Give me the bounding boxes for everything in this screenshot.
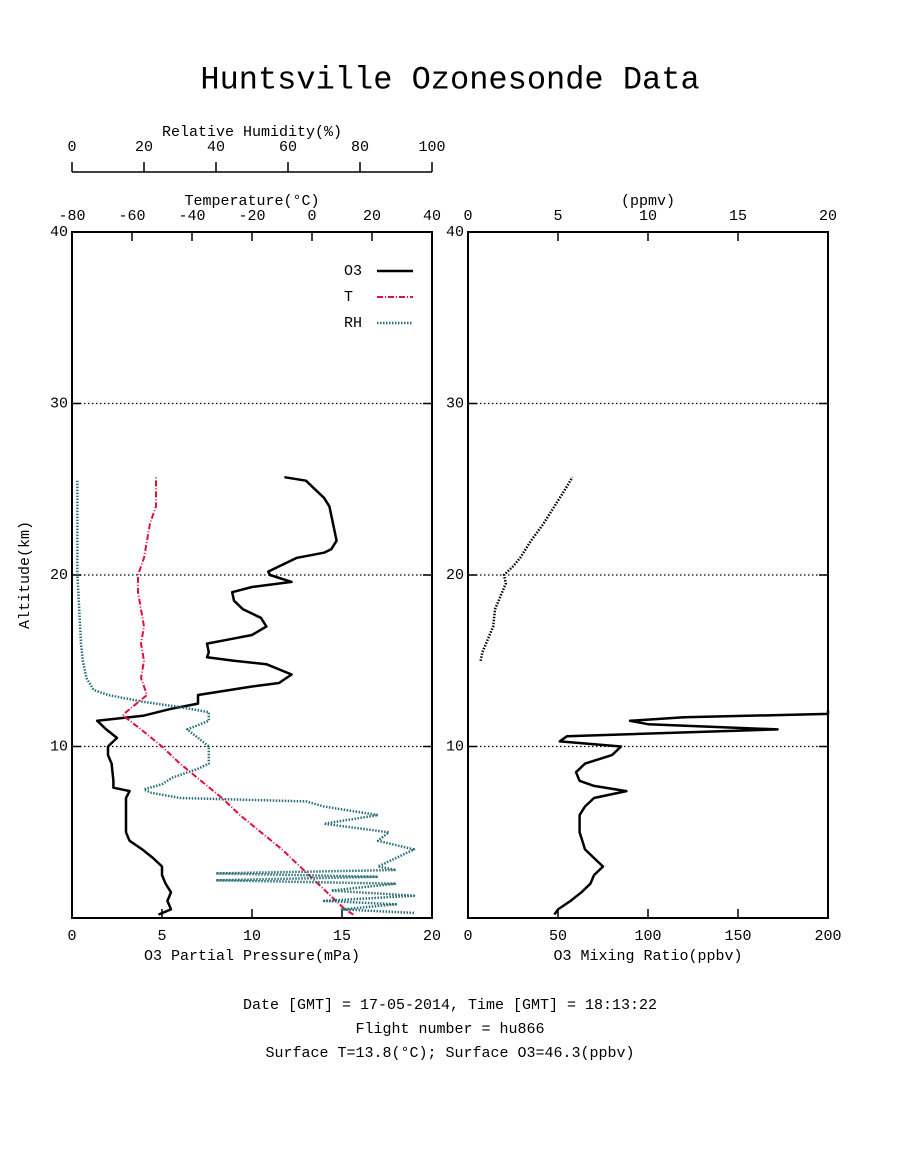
y-tick-label: 30 <box>50 395 68 412</box>
y-axis-label: Altitude(km) <box>17 521 34 629</box>
x2-tick-label: -80 <box>58 208 85 225</box>
data-line <box>76 480 416 915</box>
data-line <box>122 477 354 916</box>
x-tick-label: 50 <box>549 928 567 945</box>
x2-axis-label: (ppmv) <box>621 193 675 210</box>
data-line <box>553 710 830 916</box>
x2-tick-label: 0 <box>463 208 472 225</box>
x3-tick-label: 0 <box>67 139 76 156</box>
x-tick-label: 100 <box>634 928 661 945</box>
x-tick-label: 0 <box>463 928 472 945</box>
x2-tick-label: 0 <box>307 208 316 225</box>
plot-frame <box>71 231 433 919</box>
y-tick-label: 40 <box>446 224 464 241</box>
x-tick-label: 10 <box>243 928 261 945</box>
footer-note: Date [GMT] = 17-05-2014, Time [GMT] = 18… <box>243 997 657 1014</box>
x2-tick-label: 40 <box>423 208 441 225</box>
x3-tick-label: 20 <box>135 139 153 156</box>
x2-tick-label: -40 <box>178 208 205 225</box>
x2-axis-label: Temperature(°C) <box>184 193 319 210</box>
x-axis-label: O3 Mixing Ratio(ppbv) <box>553 948 742 965</box>
x3-tick-label: 40 <box>207 139 225 156</box>
footer-note: Surface T=13.8(°C); Surface O3=46.3(ppbv… <box>265 1045 634 1062</box>
legend-label: T <box>344 289 353 306</box>
x-tick-label: 200 <box>814 928 841 945</box>
legend-label: RH <box>344 315 362 332</box>
x2-tick-label: 15 <box>729 208 747 225</box>
x-tick-label: 20 <box>423 928 441 945</box>
legend-label: O3 <box>344 263 362 280</box>
x2-tick-label: -20 <box>238 208 265 225</box>
x3-tick-label: 80 <box>351 139 369 156</box>
data-line <box>479 476 574 662</box>
x2-tick-label: -60 <box>118 208 145 225</box>
x-tick-label: 150 <box>724 928 751 945</box>
y-tick-label: 40 <box>50 224 68 241</box>
x-tick-label: 15 <box>333 928 351 945</box>
y-tick-label: 20 <box>446 567 464 584</box>
y-tick-label: 10 <box>446 738 464 755</box>
x2-tick-label: 10 <box>639 208 657 225</box>
x2-tick-label: 20 <box>363 208 381 225</box>
chart-title: Huntsville Ozonesonde Data <box>200 61 699 98</box>
y-tick-label: 30 <box>446 395 464 412</box>
plot-frame <box>467 231 829 919</box>
x-tick-label: 0 <box>67 928 76 945</box>
x2-tick-label: 20 <box>819 208 837 225</box>
x2-tick-label: 5 <box>553 208 562 225</box>
x3-tick-label: 100 <box>418 139 445 156</box>
x-tick-label: 5 <box>157 928 166 945</box>
x3-axis-label: Relative Humidity(%) <box>162 124 342 141</box>
data-line <box>95 475 338 916</box>
y-tick-label: 10 <box>50 738 68 755</box>
footer-note: Flight number = hu866 <box>355 1021 544 1038</box>
x3-tick-label: 60 <box>279 139 297 156</box>
x-axis-label: O3 Partial Pressure(mPa) <box>144 948 360 965</box>
y-tick-label: 20 <box>50 567 68 584</box>
